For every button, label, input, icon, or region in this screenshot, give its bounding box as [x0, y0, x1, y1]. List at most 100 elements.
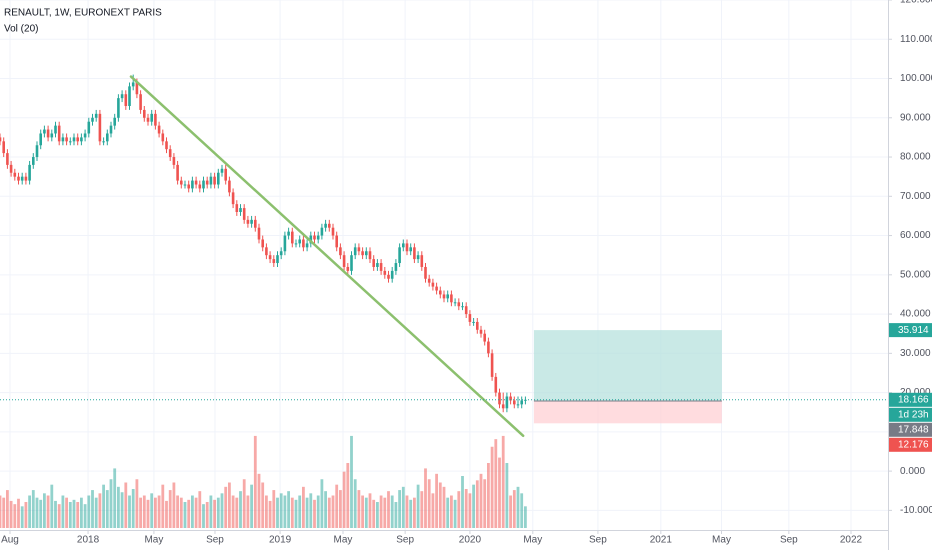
candle-body	[324, 223, 327, 228]
volume-bar	[327, 497, 331, 528]
y-tick-label: 90.000	[900, 112, 931, 123]
candle-body	[180, 180, 183, 185]
candle-body	[17, 176, 20, 181]
volume-bar	[376, 502, 379, 528]
candle-body	[302, 239, 305, 248]
volume-title: Vol (20)	[4, 24, 38, 35]
y-tick-label: 40.000	[900, 309, 931, 320]
volume-bar	[39, 499, 43, 528]
candle-body	[24, 176, 28, 181]
volume-bar	[509, 495, 512, 528]
volume-bar	[0, 495, 2, 528]
volume-bar	[464, 489, 468, 528]
y-tick-label: 50.000	[900, 269, 931, 280]
candle-body	[287, 231, 290, 236]
y-tick-label: 80.000	[900, 152, 931, 163]
candle-body	[242, 208, 246, 220]
volume-bar	[494, 439, 498, 528]
volume-bar	[76, 502, 80, 528]
x-tick-label: 2022	[840, 535, 863, 546]
candle-body	[476, 321, 479, 330]
volume-bar	[154, 497, 157, 528]
price-pane	[0, 74, 888, 438]
candle-body	[91, 117, 94, 122]
candle-body	[257, 227, 261, 240]
candle-body	[194, 180, 198, 185]
x-tick-label: Sep	[780, 535, 798, 546]
volume-bar	[220, 493, 224, 528]
volume-bar	[438, 482, 442, 528]
candle-body	[516, 404, 520, 406]
volume-bar	[68, 502, 72, 528]
y-tick-label: 110.000	[900, 34, 932, 45]
volume-bar	[239, 491, 242, 528]
x-tick-label: May	[523, 535, 542, 546]
chart-title: RENAULT, 1W, EURONEXT PARIS	[4, 8, 162, 19]
volume-bar	[98, 493, 102, 528]
candle-body	[209, 176, 213, 185]
volume-bar	[191, 495, 194, 528]
candle-body	[479, 329, 483, 334]
volume-bar	[139, 497, 142, 528]
x-tick-label: Sep	[396, 535, 414, 546]
candle-body	[409, 247, 412, 252]
x-tick-label: 2020	[459, 535, 482, 546]
candle-body	[187, 184, 190, 189]
candle-body	[309, 235, 313, 244]
volume-bar	[72, 499, 76, 528]
candle-body	[390, 270, 394, 279]
volume-bar	[113, 468, 117, 528]
price-badge	[889, 323, 932, 338]
candle-body	[94, 113, 98, 118]
candle-body	[494, 376, 498, 393]
candle-body	[350, 255, 353, 271]
y-tick-label: 70.000	[900, 191, 931, 202]
volume-bar	[202, 504, 205, 528]
volume-bar	[31, 490, 35, 528]
volume-bar	[65, 497, 68, 528]
volume-bar	[235, 497, 239, 528]
candle-body	[217, 172, 220, 185]
volume-bar	[142, 495, 146, 528]
price-badge-label: 1d 23h	[898, 409, 929, 420]
y-tick-label: 60.000	[900, 230, 931, 241]
candle-body	[483, 333, 486, 342]
candle-body	[80, 137, 83, 142]
candle-body	[413, 247, 416, 260]
candle-body	[294, 243, 298, 245]
candle-body	[453, 302, 457, 304]
candle-body	[50, 133, 54, 138]
volume-bar	[398, 490, 401, 528]
volume-bar	[94, 497, 98, 528]
candle-body	[32, 157, 35, 165]
volume-bar	[124, 482, 128, 528]
candle-body	[98, 113, 102, 142]
volume-bar	[209, 495, 213, 528]
profit-zone	[533, 330, 722, 402]
volume-bar	[35, 497, 39, 528]
volume-bar	[276, 497, 279, 528]
volume-bar	[401, 486, 405, 528]
x-tick-label: 2021	[650, 535, 673, 546]
candle-body	[501, 404, 505, 409]
candle-body	[268, 255, 272, 260]
candle-body	[20, 176, 24, 181]
candle-body	[161, 133, 165, 142]
candle-body	[6, 153, 9, 165]
volume-bar	[320, 479, 324, 528]
volume-bar	[283, 495, 287, 528]
candle-body	[28, 164, 31, 181]
price-badge	[889, 407, 932, 422]
x-tick-label: May	[712, 535, 731, 546]
candle-body	[464, 306, 468, 315]
candle-body	[183, 184, 187, 186]
candle-body	[198, 184, 202, 189]
price-badge	[889, 392, 932, 407]
volume-bar	[468, 493, 472, 528]
candle-body	[254, 219, 257, 228]
candle-body	[146, 117, 150, 122]
candle-body	[120, 94, 124, 99]
candle-body	[128, 86, 131, 106]
candle-body	[376, 263, 379, 267]
volume-bar	[427, 479, 431, 528]
